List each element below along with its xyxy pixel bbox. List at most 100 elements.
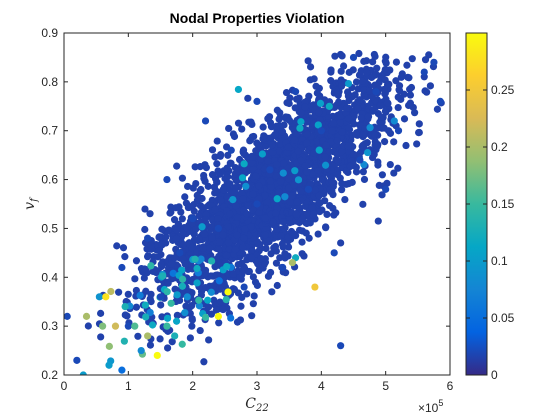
scatter-point [297, 156, 305, 165]
scatter-point [305, 92, 313, 100]
scatter-point [281, 193, 289, 201]
scatter-point [326, 186, 334, 194]
scatter-point [413, 140, 421, 148]
scatter-point [321, 153, 329, 161]
scatter-point [322, 161, 330, 169]
scatter-point [257, 255, 265, 263]
scatter-point [338, 128, 346, 136]
scatter-point [233, 231, 241, 239]
scatter-point [169, 269, 177, 277]
scatter-point [426, 82, 435, 90]
scatter-point [297, 109, 306, 117]
scatter-point [216, 246, 224, 254]
scatter-point [172, 234, 181, 243]
x-axis: 0 1 2 3 4 5 6 [61, 33, 454, 393]
scatter-point [240, 160, 248, 168]
scatter-point [215, 238, 224, 246]
scatter-point [360, 175, 369, 184]
scatter-point [253, 97, 261, 105]
data-points [64, 49, 445, 375]
scatter-point [234, 119, 243, 127]
scatter-point [304, 185, 313, 193]
y-axis-label: vf [22, 196, 40, 210]
scatter-point [188, 322, 196, 330]
scatter-point [239, 243, 247, 251]
scatter-point [237, 189, 246, 198]
scatter-point [331, 52, 339, 60]
scatter-point [384, 99, 392, 107]
scatter-point [303, 168, 311, 176]
y-tick-label: 0.6 [41, 173, 58, 187]
scatter-point [248, 153, 256, 162]
scatter-point [174, 220, 183, 228]
scatter-point [267, 268, 275, 277]
scatter-point [363, 69, 371, 77]
scatter-point [406, 85, 414, 93]
scatter-point [310, 209, 318, 218]
colorbar-ticks: 0 0.05 0.1 0.15 0.2 0.25 [466, 83, 515, 382]
scatter-point [341, 195, 349, 204]
scatter-point [244, 94, 252, 102]
scatter-point [373, 124, 382, 132]
scatter-point [303, 219, 311, 228]
scatter-point [360, 57, 368, 65]
scatter-point [313, 89, 321, 97]
scatter-point [263, 198, 271, 206]
scatter-point [180, 241, 188, 249]
scatter-point [225, 124, 233, 133]
scatter-point [374, 217, 382, 225]
scatter-point [132, 257, 141, 265]
scatter-point [184, 203, 192, 212]
scatter-point [162, 233, 170, 241]
scatter-point [301, 103, 309, 111]
scatter-point [157, 301, 165, 309]
scatter-point [204, 303, 213, 311]
scatter-point [271, 209, 280, 217]
scatter-point [229, 285, 237, 293]
scatter-point [349, 150, 358, 158]
colorbar-tick-label: 0.05 [491, 311, 515, 325]
scatter-point [303, 210, 311, 218]
scatter-point [267, 183, 275, 191]
scatter-point [372, 70, 380, 78]
scatter-point [167, 260, 176, 268]
scatter-point [164, 344, 172, 352]
scatter-point [421, 87, 429, 95]
scatter-point [119, 244, 128, 252]
scatter-point [247, 223, 255, 231]
scatter-point [178, 266, 186, 274]
scatter-point [261, 231, 270, 239]
scatter-point [298, 250, 306, 258]
scatter-point [245, 267, 253, 276]
scatter-point [283, 148, 291, 157]
scatter-point [338, 52, 346, 60]
scatter-point [121, 253, 129, 261]
scatter-point [223, 192, 232, 201]
scatter-point [390, 169, 398, 177]
scatter-point [249, 300, 257, 308]
scatter-point [121, 303, 129, 311]
scatter-point [214, 215, 222, 223]
scatter-point [233, 177, 241, 185]
scatter-point [273, 195, 281, 203]
colorbar-tick-label: 0.2 [491, 140, 508, 154]
scatter-point [276, 254, 284, 262]
scatter-point [224, 238, 233, 247]
scatter-point [408, 55, 416, 63]
scatter-point [171, 332, 179, 340]
scatter-point [275, 188, 283, 196]
x-tick-label: 0 [61, 379, 68, 393]
scatter-point [285, 175, 293, 183]
y-tick-label: 0.2 [41, 368, 58, 382]
scatter-point [359, 168, 367, 176]
y-tick-label: 0.9 [41, 26, 58, 40]
y-axis: 0.2 0.3 0.4 0.5 0.6 0.7 0.8 0.9 [41, 26, 450, 382]
colorbar-tick-label: 0.15 [491, 197, 515, 211]
scatter-point [205, 336, 213, 344]
colorbar-tick-label: 0.25 [491, 83, 515, 97]
scatter-point [163, 175, 171, 184]
scatter-point [269, 218, 277, 226]
scatter-point [193, 191, 201, 199]
scatter-point [234, 85, 243, 94]
scatter-point [199, 244, 208, 252]
